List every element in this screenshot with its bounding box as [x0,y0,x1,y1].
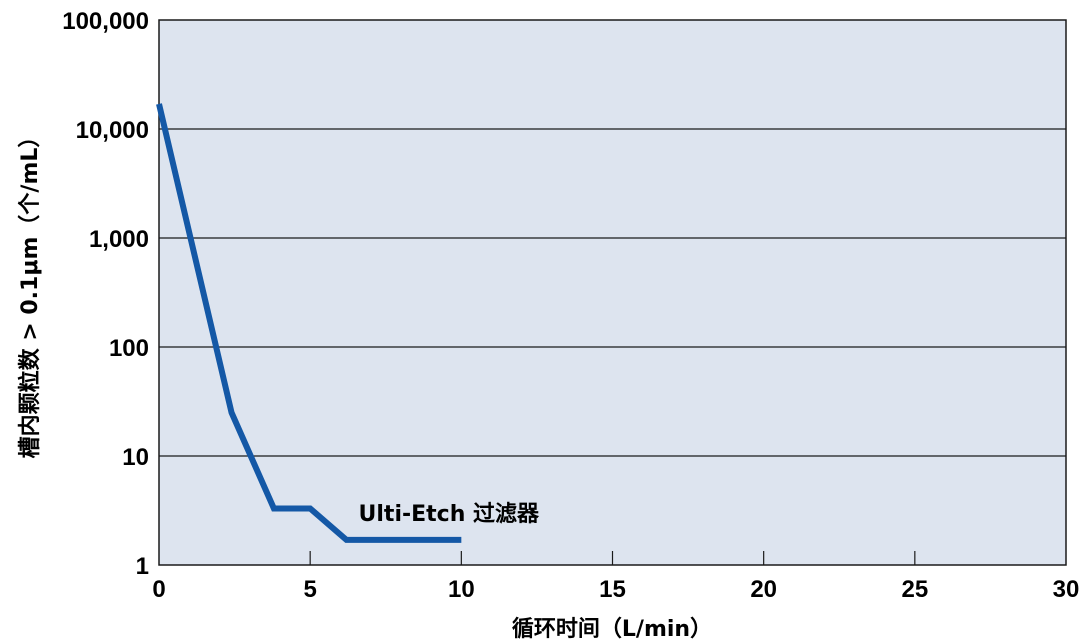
x-tick-label: 10 [448,576,475,603]
y-tick-label: 10 [122,444,149,471]
y-tick-label: 100 [109,335,149,362]
y-tick-label: 10,000 [76,117,149,144]
x-tick-label: 30 [1053,576,1080,603]
series-annotation: Ulti-Etch 过滤器 [359,502,541,527]
y-tick-label: 100,000 [62,8,149,35]
y-axis-title: 槽内颗粒数 > 0.1μm（个/mL） [17,126,43,459]
series-line [156,103,462,543]
x-tick-label: 25 [901,576,928,603]
y-axis-tick-labels: 1 10 100 1,000 10,000 100,000 [62,8,149,580]
x-axis-tick-labels: 0 5 10 15 20 25 30 [152,576,1079,603]
plot-area [158,19,1067,566]
series-layer [156,103,462,543]
x-axis-title: 循环时间（L/min） [512,616,712,642]
x-axis-ticks [309,551,916,565]
grid-lines [159,128,1066,457]
y-tick-label: 1,000 [89,226,149,253]
y-tick-label: 1 [136,553,149,580]
x-tick-label: 0 [152,576,165,603]
x-tick-label: 5 [303,576,316,603]
x-tick-label: 15 [599,576,626,603]
x-tick-label: 20 [750,576,777,603]
